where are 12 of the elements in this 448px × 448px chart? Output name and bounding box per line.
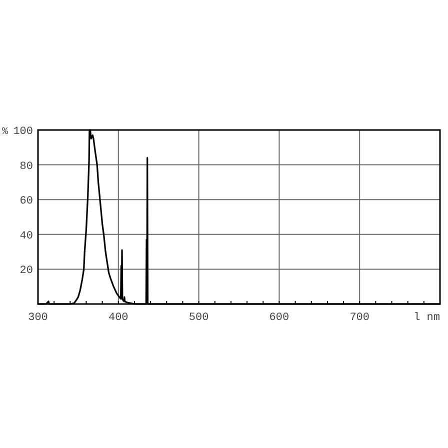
x-tick-label: 700: [350, 312, 370, 324]
y-tick-label: 100: [13, 126, 33, 138]
y-tick-label: 20: [20, 265, 33, 278]
y-tick-label: 80: [20, 160, 33, 173]
x-tick-label: 600: [269, 312, 290, 324]
y-axis-title: %: [2, 127, 8, 138]
y-tick-label: 60: [20, 196, 33, 208]
x-tick-label: 500: [188, 312, 209, 324]
y-tick-label: 40: [20, 230, 33, 242]
x-axis-title: l nm: [414, 312, 440, 324]
x-tick-label: 300: [28, 312, 48, 324]
x-tick-label: 400: [108, 312, 128, 324]
